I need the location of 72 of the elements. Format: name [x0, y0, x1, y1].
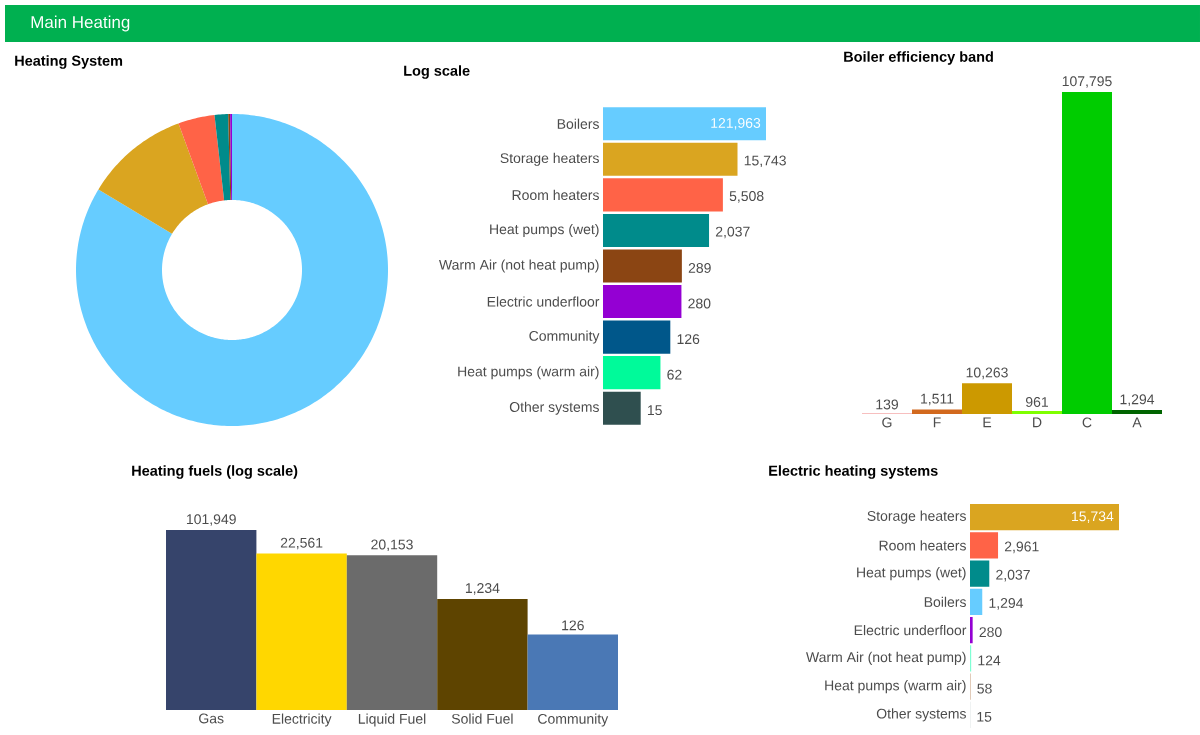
data-label: 139 [876, 399, 899, 410]
x-tick-label: C [1082, 417, 1092, 428]
data-label: 15,743 [744, 155, 786, 168]
data-label: 126 [562, 620, 584, 631]
data-label: 280 [979, 627, 1002, 638]
x-tick-label: E [983, 417, 992, 428]
data-label: 2,037 [996, 569, 1030, 582]
data-label: 2,037 [715, 226, 750, 239]
text: Log scale [404, 65, 470, 79]
data-label: 22,561 [280, 537, 323, 550]
y-tick-label: Storage heaters [500, 152, 599, 166]
data-label: 124 [978, 655, 1001, 666]
y-tick-label: Boilers [924, 596, 966, 608]
data-label: 2,961 [1004, 541, 1039, 554]
x-tick-label: Gas [199, 713, 224, 724]
data-label: 10,263 [966, 367, 1008, 380]
bar [970, 532, 999, 559]
y-tick-label: Boilers [557, 118, 599, 129]
y-tick-label: Electric underfloor [854, 624, 967, 636]
y-tick-label: Heat pumps (warm air) [825, 680, 966, 694]
x-tick-label: F [933, 417, 941, 428]
bar [912, 409, 962, 414]
data-label: 280 [688, 298, 711, 309]
x-tick-label: A [1132, 417, 1142, 428]
x-tick-label: Solid Fuel [451, 713, 513, 724]
y-tick-label: Room heaters [512, 189, 599, 201]
data-label: 1,294 [1120, 394, 1155, 406]
data-label: 62 [667, 369, 682, 380]
data-label: 1,511 [921, 393, 954, 406]
bar [970, 588, 983, 615]
y-tick-label: Electric underfloor [487, 296, 600, 307]
bar [1062, 91, 1112, 414]
y-tick-label: Room heaters [879, 540, 966, 551]
data-label: 15 [977, 711, 992, 722]
y-tick-label: Storage heaters [867, 510, 966, 524]
bar [970, 616, 973, 644]
text: Electric heating systems [769, 465, 938, 479]
text: Main Heating [31, 15, 130, 32]
x-tick-label: Electricity [272, 713, 332, 727]
x-tick-label: Liquid Fuel [358, 713, 426, 727]
data-label: 101,949 [186, 514, 236, 526]
bar [1112, 410, 1163, 414]
y-tick-label: Other systems [509, 401, 599, 415]
bar [970, 560, 990, 587]
x-tick-label: Community [538, 713, 609, 727]
data-label: 121,963 [711, 117, 761, 130]
bar [962, 383, 1013, 414]
chart-title: Heating fuels (log scale) [132, 465, 298, 479]
data-label: 126 [677, 334, 700, 345]
data-label: 961 [1025, 396, 1048, 407]
y-tick-label: Other systems [876, 708, 966, 722]
y-tick-label: Heat pumps (wet) [490, 223, 599, 237]
data-label: 15 [647, 405, 662, 416]
x-tick-label: D [1033, 417, 1042, 428]
bar [1012, 411, 1063, 414]
chart-title: Heating System [15, 55, 123, 69]
chart-title: Boiler efficiency band [844, 51, 993, 65]
data-label: 289 [688, 263, 711, 273]
data-label: 5,508 [729, 191, 764, 203]
y-tick-label: Warm Air (not heat pump) [806, 651, 966, 665]
y-tick-label: Warm Air (not heat pump) [439, 259, 599, 273]
data-label: 1,294 [989, 598, 1024, 610]
y-tick-label: Heat pumps (wet) [857, 567, 966, 581]
y-tick-label: Heat pumps (warm air) [458, 366, 599, 380]
data-label: 107,795 [1062, 76, 1112, 88]
data-label: 20,153 [371, 539, 413, 552]
data-label: 1,234 [465, 583, 500, 595]
data-label: 58 [977, 683, 992, 694]
y-tick-label: Community [529, 330, 600, 344]
x-tick-label: G [882, 417, 892, 428]
data-label: 15,734 [1072, 511, 1114, 523]
bar [970, 503, 1120, 531]
